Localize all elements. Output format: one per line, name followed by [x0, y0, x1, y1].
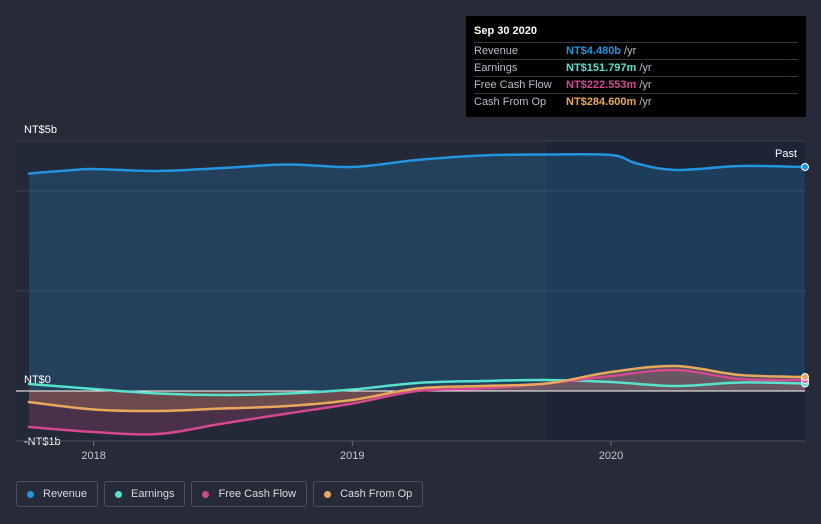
revenue-line [27, 152, 807, 175]
legend-label: Free Cash Flow [218, 488, 297, 500]
legend-dot-icon [202, 490, 210, 498]
legend-toggle-cash-from-op[interactable]: Cash From Op [313, 481, 424, 507]
tooltip-rows: Revenue NT$4.480b/yr Earnings NT$151.797m/y… [474, 42, 798, 110]
tooltip-row-value: NT$222.553m [566, 79, 637, 91]
revenue-area [28, 154, 805, 391]
tooltip-row-unit: /yr [624, 45, 637, 57]
legend-dot-icon [324, 490, 332, 498]
tooltip-row-label: Cash From Op [474, 96, 547, 108]
revenue-end-dot [801, 163, 809, 171]
legend-label: Cash From Op [340, 488, 413, 500]
legend-toggle-revenue[interactable]: Revenue [16, 481, 99, 507]
tooltip-row-value: NT$151.797m [566, 62, 637, 74]
tooltip-row: Revenue NT$4.480b/yr [474, 42, 798, 59]
tooltip-row: Earnings NT$151.797m/yr [474, 59, 798, 76]
legend-label: Earnings [131, 488, 175, 500]
tooltip-row: Free Cash Flow NT$222.553m/yr [474, 76, 798, 93]
legend-toggle-earnings[interactable]: Earnings [104, 481, 186, 507]
x-tick-label: 2019 [340, 450, 364, 462]
free-cash-flow-line [27, 368, 807, 436]
y-label-zero: NT$0 [24, 374, 51, 386]
y-label-top: NT$5b [24, 124, 57, 136]
y-axis-labels: NT$5b NT$0 -NT$1b [24, 124, 61, 448]
legend-dot-icon [115, 490, 123, 498]
legend-label: Revenue [43, 488, 88, 500]
x-tick-label: 2018 [81, 450, 105, 462]
cash-from-op-end-dot [801, 373, 809, 381]
tooltip-row-value: NT$4.480b [566, 45, 622, 57]
tooltip-row-label: Revenue [474, 45, 519, 57]
tooltip-row-label: Earnings [474, 62, 518, 74]
tooltip-row-label: Free Cash Flow [474, 79, 552, 91]
legend-toggle-free-cash-flow[interactable]: Free Cash Flow [191, 481, 308, 507]
past-label: Past [775, 148, 797, 160]
legend: Revenue Earnings Free Cash Flow Cash From O… [16, 481, 424, 507]
x-axis: 2018 2019 2020 [16, 440, 805, 462]
earnings-line [27, 378, 807, 397]
tooltip-date: Sep 30 2020 [474, 25, 537, 37]
free-cash-flow-area [28, 369, 805, 435]
tooltip-row-unit: /yr [639, 96, 652, 108]
series-end-markers [801, 163, 809, 388]
cash-from-op-line [27, 364, 807, 413]
tooltip-row-value: NT$284.600m [566, 96, 637, 108]
tooltip-row-unit: /yr [639, 79, 652, 91]
y-label-bottom: -NT$1b [24, 436, 61, 448]
tooltip-row: Cash From Op NT$284.600m/yr [474, 93, 798, 110]
chart: NT$5b NT$0 -NT$1b 2018 2019 2020 Past [16, 124, 809, 462]
tooltip-row-unit: /yr [639, 62, 652, 74]
series-lines [27, 152, 807, 436]
x-tick-label: 2020 [599, 450, 623, 462]
tooltip-panel: Sep 30 2020 Revenue NT$4.480b/yr Earnings N… [466, 16, 806, 117]
legend-dot-icon [27, 490, 34, 498]
